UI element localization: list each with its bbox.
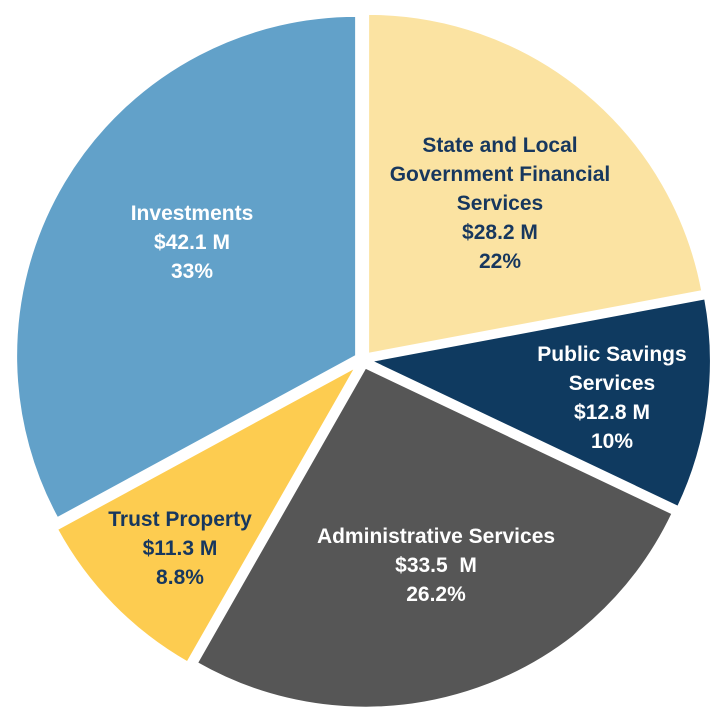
slice-value: $11.3 M [142, 537, 218, 560]
slice-label: Investments $42.1 M 33% [131, 199, 254, 286]
pie-slice-investments [15, 14, 358, 520]
slice-label: Administrative Services $33.5 M 26.2% [317, 522, 555, 609]
slice-value: $42.1 M [154, 231, 230, 254]
slice-percent: 26.2% [406, 583, 466, 606]
slice-value: $28.2 M [462, 221, 538, 244]
slice-name-line: Government Financial [389, 163, 611, 186]
slice-label: Public Savings Services $12.8 M 10% [537, 340, 686, 456]
slice-label: Trust Property $11.3 M 8.8% [108, 505, 252, 592]
pie-slice-trust-property [55, 364, 359, 664]
slice-name-line: Administrative Services [316, 525, 556, 548]
slice-value: $33.5 M [395, 554, 477, 577]
slice-name-line: Trust Property [108, 508, 252, 531]
pie-slice-state-and-local-government-financial-services [367, 12, 704, 356]
slice-percent: 8.8% [156, 566, 204, 589]
slice-name-line: Services [456, 192, 544, 215]
slice-name-line: Services [568, 372, 656, 395]
pie-slice-public-savings-services [367, 297, 712, 509]
slice-percent: 10% [590, 430, 634, 453]
slice-name-line: State and Local [422, 134, 578, 157]
slice-name-line: Investments [130, 202, 254, 225]
slice-name-line: Public Savings [537, 343, 687, 366]
slice-percent: 22% [478, 250, 522, 273]
slice-label: State and Local Government Financial Servi… [390, 131, 611, 276]
slice-percent: 33% [170, 260, 214, 283]
pie-slice-administrative-services [195, 366, 674, 709]
slice-value: $12.8 M [574, 401, 650, 424]
